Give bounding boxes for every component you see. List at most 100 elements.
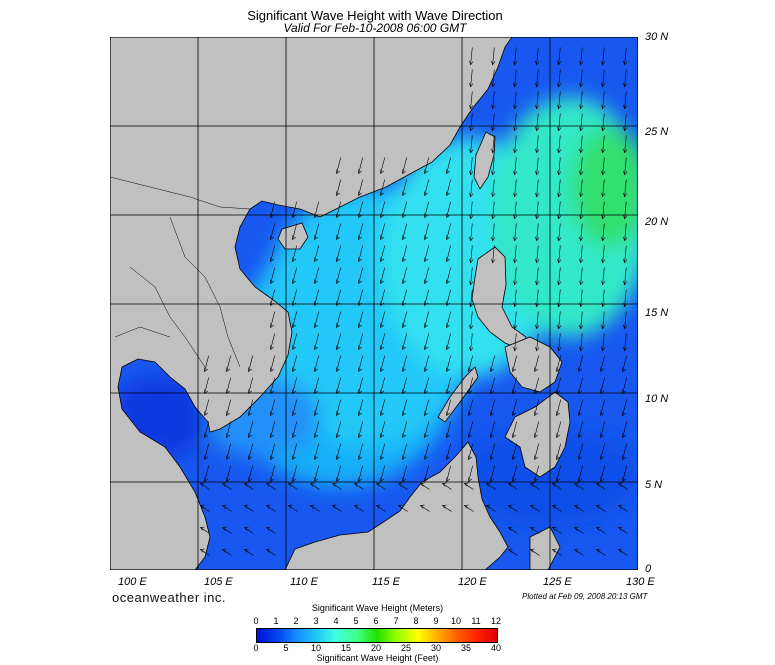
wave-arrow-head [402, 169, 406, 175]
wave-arrow-head [601, 236, 606, 242]
wave-arrow [580, 267, 583, 285]
wave-arrow-head [557, 302, 562, 308]
wave-arrow [624, 135, 627, 153]
wave-arrow-head [402, 433, 406, 439]
wave-arrow-head [469, 192, 474, 198]
wave-arrow [292, 245, 297, 262]
wave-arrow-head [221, 548, 227, 553]
wave-arrow-head [551, 504, 557, 509]
wave-arrow [446, 333, 451, 350]
wave-arrow [292, 267, 297, 284]
wave-arrow [558, 245, 561, 263]
wave-arrow-head [270, 367, 274, 373]
wave-arrow-head [314, 279, 318, 285]
wave-arrow-head [424, 191, 428, 197]
wave-arrow [536, 333, 539, 351]
lon-label-120e: 120 E [458, 576, 487, 588]
wave-arrow-head [573, 548, 579, 553]
wave-arrow-head [535, 60, 540, 66]
wave-arrow [424, 201, 429, 218]
wave-arrow-head [579, 302, 584, 308]
wave-arrow [534, 399, 539, 416]
wave-arrow [380, 377, 385, 394]
legend-title: Significant Wave Height (Meters) [311, 603, 444, 613]
wave-arrow [536, 201, 539, 219]
wave-arrow-head [468, 433, 472, 439]
wave-arrow [222, 505, 232, 512]
wave-arrow-head [424, 345, 428, 351]
wave-arrow-head [292, 301, 296, 307]
wave-arrow-head [468, 411, 472, 417]
wave-arrow [380, 421, 385, 438]
land-taiwan [473, 131, 496, 190]
wave-arrow [530, 527, 540, 534]
wave-arrow [222, 483, 232, 490]
wave-arrow-head [424, 411, 428, 417]
wave-arrow-head [600, 433, 604, 439]
wave-arrow-head [358, 257, 362, 263]
wave-arrow [618, 483, 628, 490]
wave-arrow-head [617, 504, 623, 509]
wave-arrow [292, 399, 297, 416]
wave-arrow [266, 483, 276, 490]
wave-arrow-head [314, 257, 318, 263]
wave-arrow-head [579, 280, 584, 286]
wave-arrow-head [424, 301, 428, 307]
wave-arrow-head [535, 148, 540, 154]
wave-arrow-head [292, 389, 296, 395]
wave-arrow [508, 505, 518, 512]
wave-arrow-head [468, 455, 472, 461]
wave-arrow-head [491, 104, 496, 110]
wave-arrow-head [623, 280, 628, 286]
wave-arrow [336, 399, 341, 416]
wave-arrow-head [441, 482, 447, 487]
wave-arrow [578, 355, 583, 372]
wave-arrow-head [469, 148, 474, 154]
wave-arrow-head [446, 455, 450, 461]
wave-arrow [624, 47, 627, 65]
wave-arrow-head [578, 411, 582, 417]
wave-arrow [468, 377, 473, 394]
wave-arrow-head [600, 477, 604, 483]
wave-arrow-head [485, 504, 491, 509]
wave-arrow [354, 483, 364, 490]
wave-arrow [424, 443, 429, 460]
wave-arrow [336, 355, 341, 372]
wave-arrow-head [469, 126, 474, 132]
wave-arrow-head [601, 324, 606, 330]
legend-meter-tick: 1 [273, 616, 279, 626]
wave-arrow [596, 483, 606, 490]
wave-arrow-head [270, 257, 274, 263]
wave-arrow [402, 289, 407, 306]
wave-arrow-head [336, 169, 340, 175]
wave-arrow-head [358, 279, 362, 285]
wave-arrow [398, 505, 408, 512]
wave-arrow-head [424, 389, 428, 395]
wave-arrow-head [243, 526, 249, 531]
wave-arrow-head [623, 104, 628, 110]
wave-arrow [442, 483, 452, 490]
wave-arrow [446, 443, 451, 460]
wave-arrow-head [556, 477, 560, 483]
wave-arrow [380, 399, 385, 416]
wave-arrow [468, 355, 473, 372]
wave-arrow-head [513, 214, 518, 220]
wave-arrow-head [270, 433, 274, 439]
wave-arrow [580, 69, 583, 87]
wave-arrow-head [623, 126, 628, 132]
wave-arrow-head [446, 477, 450, 483]
wave-arrow [446, 311, 451, 328]
wave-arrow [402, 421, 407, 438]
wave-arrow [402, 179, 407, 196]
wave-arrow [558, 311, 561, 329]
country-borders [110, 176, 251, 368]
wave-arrow-head [469, 324, 474, 330]
wave-arrow [558, 157, 561, 175]
wave-arrow-head [513, 60, 518, 66]
wave-arrow [402, 355, 407, 372]
lon-label-125e: 125 E [543, 576, 572, 588]
wave-arrow [580, 157, 583, 175]
wave-arrow-head [314, 301, 318, 307]
wave-arrow [580, 289, 583, 307]
wave-arrow [574, 483, 584, 490]
